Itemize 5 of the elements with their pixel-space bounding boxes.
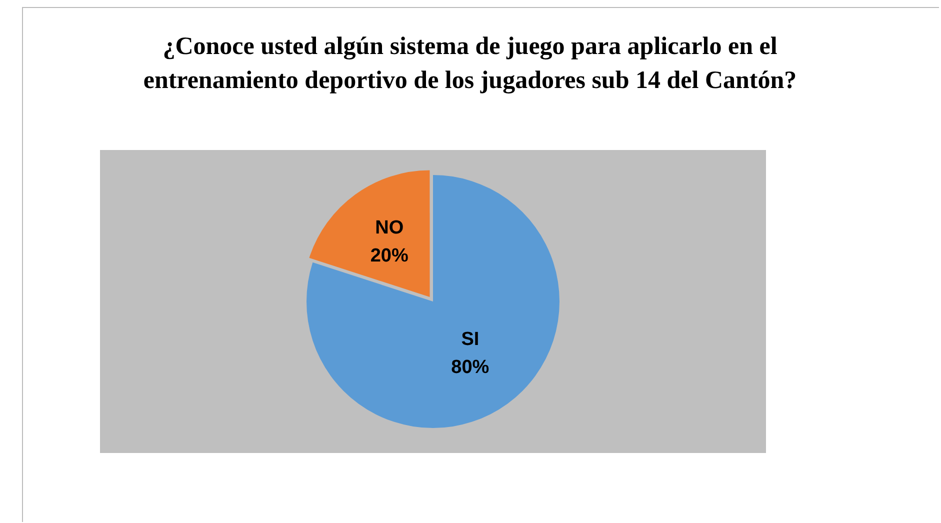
data-label: 20% [370, 246, 408, 267]
slice-label: NO [375, 218, 404, 239]
data-label: 80% [451, 356, 490, 378]
chart-title: ¿Conoce usted algún sistema de juego para aplicarlo en el entrenamiento deportivo de los jugadores sub 14 del Cantón? [142, 32, 798, 96]
slice-label: SI [461, 328, 480, 350]
